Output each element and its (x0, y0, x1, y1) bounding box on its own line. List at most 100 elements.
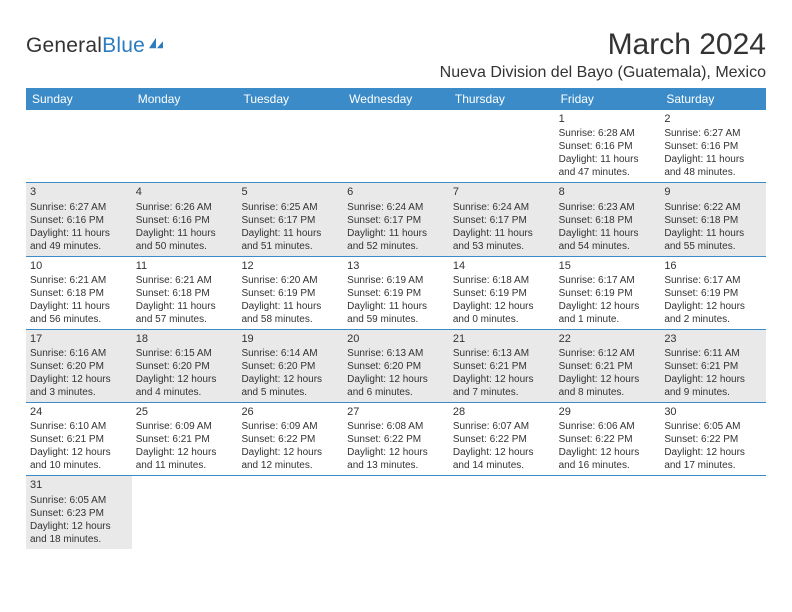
sunrise-text: Sunrise: 6:21 AM (30, 274, 128, 287)
day-cell (237, 110, 343, 182)
day-number: 19 (241, 332, 339, 346)
brand-logo: GeneralBlue (26, 34, 165, 58)
sunset-text: Sunset: 6:21 PM (453, 360, 551, 373)
sunset-text: Sunset: 6:19 PM (664, 287, 762, 300)
day-cell: 4Sunrise: 6:26 AMSunset: 6:16 PMDaylight… (132, 183, 238, 255)
day-cell: 7Sunrise: 6:24 AMSunset: 6:17 PMDaylight… (449, 183, 555, 255)
daylight-text: Daylight: 12 hours and 2 minutes. (664, 300, 762, 326)
day-cell: 17Sunrise: 6:16 AMSunset: 6:20 PMDayligh… (26, 330, 132, 402)
sunset-text: Sunset: 6:22 PM (241, 433, 339, 446)
sunrise-text: Sunrise: 6:05 AM (664, 420, 762, 433)
sunset-text: Sunset: 6:22 PM (347, 433, 445, 446)
day-number: 27 (347, 405, 445, 419)
day-number: 6 (347, 185, 445, 199)
weeks-container: 1Sunrise: 6:28 AMSunset: 6:16 PMDaylight… (26, 110, 766, 549)
brand-part1: General (26, 34, 102, 58)
day-cell: 3Sunrise: 6:27 AMSunset: 6:16 PMDaylight… (26, 183, 132, 255)
daylight-text: Daylight: 11 hours and 58 minutes. (241, 300, 339, 326)
day-cell: 16Sunrise: 6:17 AMSunset: 6:19 PMDayligh… (660, 257, 766, 329)
day-cell: 18Sunrise: 6:15 AMSunset: 6:20 PMDayligh… (132, 330, 238, 402)
day-cell (132, 110, 238, 182)
sunrise-text: Sunrise: 6:24 AM (347, 201, 445, 214)
day-cell (343, 476, 449, 548)
sunset-text: Sunset: 6:20 PM (136, 360, 234, 373)
day-number: 16 (664, 259, 762, 273)
day-number: 24 (30, 405, 128, 419)
day-number: 2 (664, 112, 762, 126)
daylight-text: Daylight: 11 hours and 50 minutes. (136, 227, 234, 253)
day-cell (555, 476, 661, 548)
daylight-text: Daylight: 12 hours and 17 minutes. (664, 446, 762, 472)
sunset-text: Sunset: 6:21 PM (30, 433, 128, 446)
day-number: 8 (559, 185, 657, 199)
brand-part2: Blue (102, 34, 145, 58)
sunset-text: Sunset: 6:17 PM (241, 214, 339, 227)
daylight-text: Daylight: 12 hours and 0 minutes. (453, 300, 551, 326)
day-number: 9 (664, 185, 762, 199)
day-number: 17 (30, 332, 128, 346)
sunset-text: Sunset: 6:21 PM (664, 360, 762, 373)
sunrise-text: Sunrise: 6:21 AM (136, 274, 234, 287)
day-number: 7 (453, 185, 551, 199)
sunrise-text: Sunrise: 6:25 AM (241, 201, 339, 214)
daylight-text: Daylight: 11 hours and 52 minutes. (347, 227, 445, 253)
daylight-text: Daylight: 11 hours and 47 minutes. (559, 153, 657, 179)
daylight-text: Daylight: 12 hours and 12 minutes. (241, 446, 339, 472)
sunset-text: Sunset: 6:20 PM (347, 360, 445, 373)
day-cell (237, 476, 343, 548)
daylight-text: Daylight: 12 hours and 6 minutes. (347, 373, 445, 399)
day-number: 11 (136, 259, 234, 273)
daylight-text: Daylight: 12 hours and 14 minutes. (453, 446, 551, 472)
sail-icon (147, 36, 165, 50)
title-block: March 2024 Nueva Division del Bayo (Guat… (440, 28, 766, 82)
sunrise-text: Sunrise: 6:08 AM (347, 420, 445, 433)
daylight-text: Daylight: 12 hours and 18 minutes. (30, 520, 128, 546)
day-cell: 25Sunrise: 6:09 AMSunset: 6:21 PMDayligh… (132, 403, 238, 475)
sunrise-text: Sunrise: 6:12 AM (559, 347, 657, 360)
sunset-text: Sunset: 6:21 PM (559, 360, 657, 373)
day-number: 28 (453, 405, 551, 419)
daylight-text: Daylight: 12 hours and 9 minutes. (664, 373, 762, 399)
day-cell: 14Sunrise: 6:18 AMSunset: 6:19 PMDayligh… (449, 257, 555, 329)
day-cell (449, 476, 555, 548)
day-number: 21 (453, 332, 551, 346)
week-row: 10Sunrise: 6:21 AMSunset: 6:18 PMDayligh… (26, 257, 766, 330)
daylight-text: Daylight: 11 hours and 51 minutes. (241, 227, 339, 253)
sunset-text: Sunset: 6:21 PM (136, 433, 234, 446)
day-number: 31 (30, 478, 128, 492)
sunset-text: Sunset: 6:19 PM (241, 287, 339, 300)
sunrise-text: Sunrise: 6:20 AM (241, 274, 339, 287)
sunrise-text: Sunrise: 6:17 AM (664, 274, 762, 287)
sunset-text: Sunset: 6:16 PM (559, 140, 657, 153)
day-number: 23 (664, 332, 762, 346)
day-number: 14 (453, 259, 551, 273)
sunrise-text: Sunrise: 6:14 AM (241, 347, 339, 360)
day-cell: 6Sunrise: 6:24 AMSunset: 6:17 PMDaylight… (343, 183, 449, 255)
sunrise-text: Sunrise: 6:23 AM (559, 201, 657, 214)
day-cell (26, 110, 132, 182)
weekday-header: Saturday (660, 88, 766, 110)
day-cell (449, 110, 555, 182)
sunset-text: Sunset: 6:22 PM (559, 433, 657, 446)
sunrise-text: Sunrise: 6:27 AM (30, 201, 128, 214)
sunrise-text: Sunrise: 6:19 AM (347, 274, 445, 287)
sunrise-text: Sunrise: 6:26 AM (136, 201, 234, 214)
weekday-header: Thursday (449, 88, 555, 110)
sunrise-text: Sunrise: 6:24 AM (453, 201, 551, 214)
day-number: 5 (241, 185, 339, 199)
week-row: 24Sunrise: 6:10 AMSunset: 6:21 PMDayligh… (26, 403, 766, 476)
daylight-text: Daylight: 12 hours and 4 minutes. (136, 373, 234, 399)
daylight-text: Daylight: 12 hours and 16 minutes. (559, 446, 657, 472)
sunrise-text: Sunrise: 6:22 AM (664, 201, 762, 214)
day-cell: 21Sunrise: 6:13 AMSunset: 6:21 PMDayligh… (449, 330, 555, 402)
sunset-text: Sunset: 6:18 PM (664, 214, 762, 227)
day-number: 29 (559, 405, 657, 419)
daylight-text: Daylight: 11 hours and 54 minutes. (559, 227, 657, 253)
sunrise-text: Sunrise: 6:17 AM (559, 274, 657, 287)
week-row: 31Sunrise: 6:05 AMSunset: 6:23 PMDayligh… (26, 476, 766, 548)
day-number: 10 (30, 259, 128, 273)
day-number: 4 (136, 185, 234, 199)
daylight-text: Daylight: 11 hours and 48 minutes. (664, 153, 762, 179)
sunset-text: Sunset: 6:16 PM (30, 214, 128, 227)
sunset-text: Sunset: 6:19 PM (559, 287, 657, 300)
